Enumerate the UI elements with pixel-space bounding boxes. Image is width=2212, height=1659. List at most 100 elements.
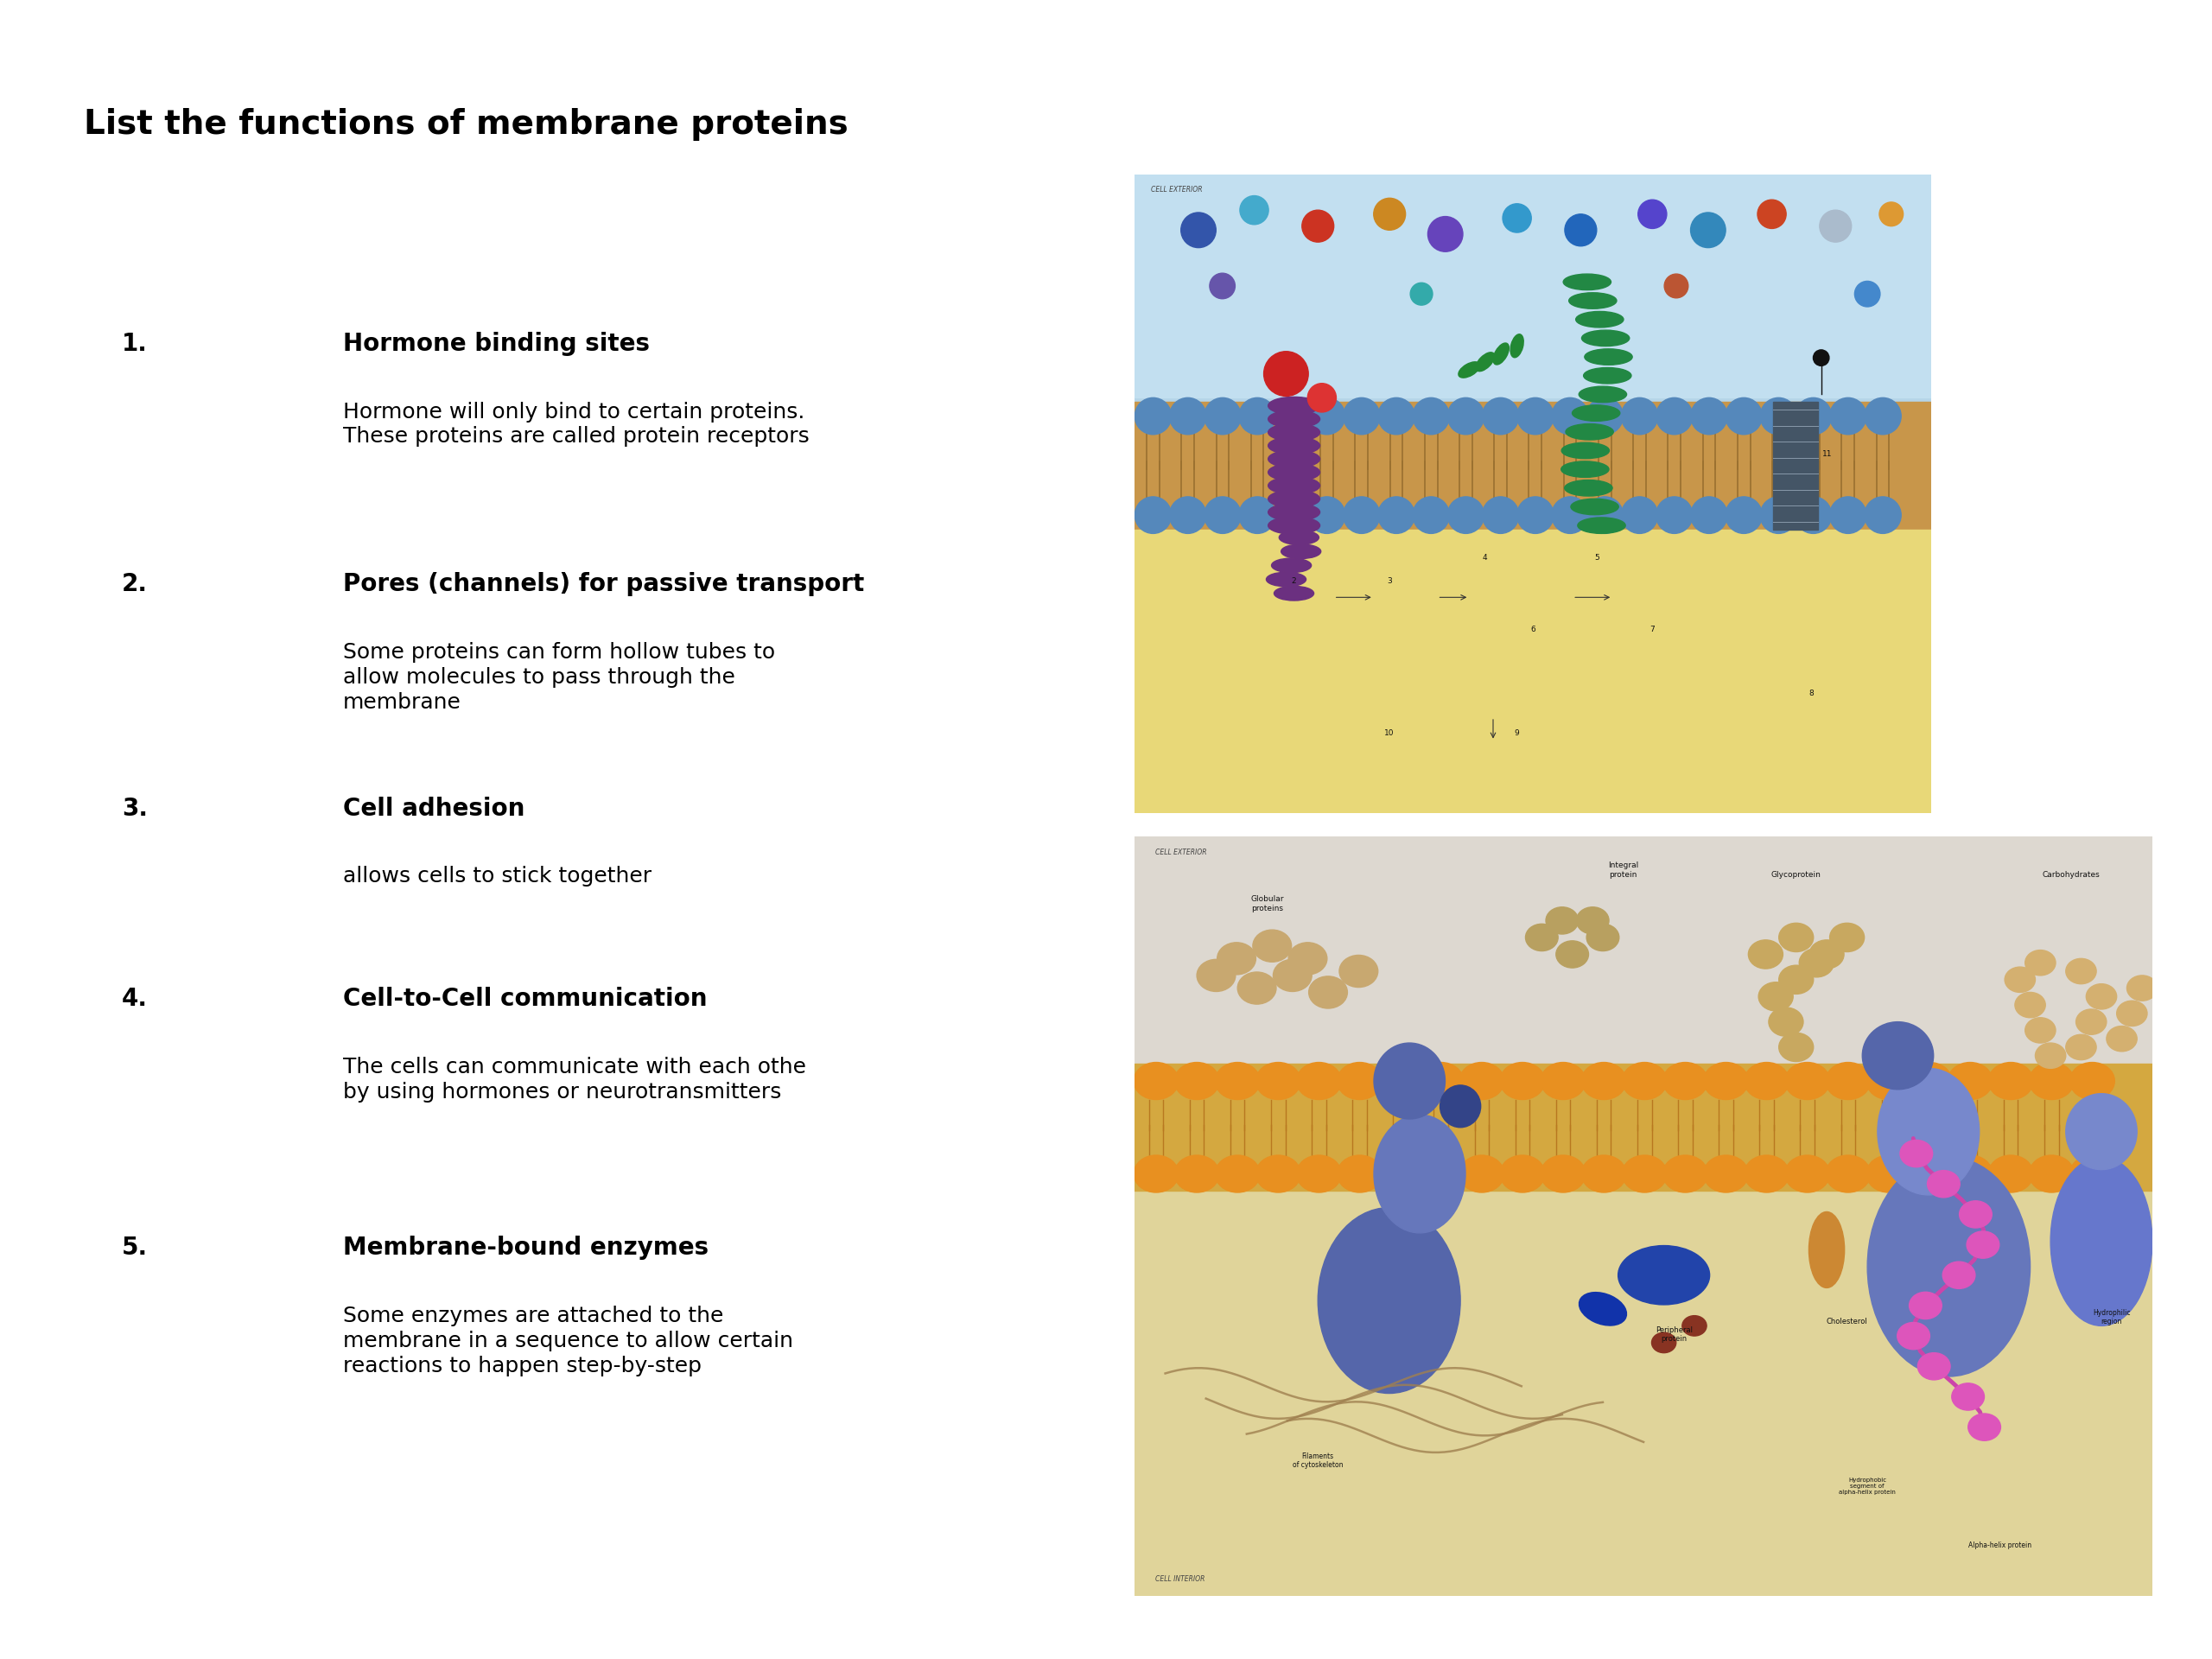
Text: 8: 8 <box>1809 688 1814 697</box>
Circle shape <box>1880 202 1902 226</box>
Circle shape <box>1343 398 1380 435</box>
Circle shape <box>1907 1062 1951 1100</box>
Ellipse shape <box>1267 423 1321 441</box>
Ellipse shape <box>1511 333 1524 358</box>
Circle shape <box>1794 398 1832 435</box>
Circle shape <box>1418 1155 1464 1193</box>
Circle shape <box>1652 1332 1677 1352</box>
Text: 6: 6 <box>1531 625 1535 634</box>
Ellipse shape <box>1575 312 1624 327</box>
Circle shape <box>1411 282 1433 305</box>
Circle shape <box>1517 398 1553 435</box>
Circle shape <box>1586 924 1619 951</box>
Ellipse shape <box>1568 292 1617 309</box>
Circle shape <box>1203 398 1241 435</box>
Circle shape <box>1825 1062 1871 1100</box>
Text: Peripheral
protein: Peripheral protein <box>1655 1326 1692 1342</box>
Ellipse shape <box>2051 1156 2152 1326</box>
Circle shape <box>1785 1062 1829 1100</box>
Bar <box>1135 174 1931 398</box>
Circle shape <box>1460 1155 1504 1193</box>
Circle shape <box>1725 496 1763 534</box>
Bar <box>1135 529 1931 813</box>
Circle shape <box>1256 1155 1301 1193</box>
Circle shape <box>1621 1155 1668 1193</box>
Circle shape <box>1725 398 1763 435</box>
Circle shape <box>1482 398 1520 435</box>
Circle shape <box>1663 274 1688 299</box>
Text: 2.: 2. <box>122 572 148 597</box>
Circle shape <box>1657 398 1692 435</box>
Bar <box>1135 1107 2152 1596</box>
Circle shape <box>1338 956 1378 987</box>
Circle shape <box>1170 398 1206 435</box>
Ellipse shape <box>1863 1022 1933 1090</box>
Circle shape <box>1175 1155 1219 1193</box>
Circle shape <box>2070 1155 2115 1193</box>
Circle shape <box>1951 1384 1984 1410</box>
Ellipse shape <box>1584 368 1630 383</box>
Text: 5.: 5. <box>122 1236 148 1261</box>
Circle shape <box>1378 496 1416 534</box>
Circle shape <box>1918 1352 1951 1380</box>
Circle shape <box>1854 280 1880 307</box>
Circle shape <box>1239 398 1276 435</box>
Circle shape <box>1663 1155 1708 1193</box>
Text: CELL EXTERIOR: CELL EXTERIOR <box>1150 186 1201 194</box>
Ellipse shape <box>1475 352 1495 372</box>
Text: Some proteins can form hollow tubes to
allow molecules to pass through the
membr: Some proteins can form hollow tubes to a… <box>343 642 774 712</box>
Circle shape <box>1217 942 1256 974</box>
Ellipse shape <box>1577 518 1626 534</box>
Circle shape <box>1663 1062 1708 1100</box>
Ellipse shape <box>1267 397 1321 415</box>
Circle shape <box>1214 1155 1261 1193</box>
Circle shape <box>1287 942 1327 974</box>
Ellipse shape <box>1440 1085 1480 1128</box>
Circle shape <box>1681 1316 1708 1335</box>
Circle shape <box>1907 1155 1951 1193</box>
Ellipse shape <box>1579 387 1626 403</box>
Circle shape <box>1170 496 1206 534</box>
Ellipse shape <box>1809 1211 1845 1287</box>
Circle shape <box>1500 1155 1544 1193</box>
Circle shape <box>1759 199 1785 229</box>
Circle shape <box>1555 941 1588 967</box>
Circle shape <box>1135 1155 1179 1193</box>
Circle shape <box>1761 398 1796 435</box>
Circle shape <box>1900 1140 1933 1166</box>
Circle shape <box>1256 1062 1301 1100</box>
Circle shape <box>1418 1062 1464 1100</box>
Text: 4: 4 <box>1482 554 1486 561</box>
Circle shape <box>1296 1062 1340 1100</box>
Text: Integral
protein: Integral protein <box>1608 861 1639 878</box>
Circle shape <box>1586 398 1624 435</box>
Text: Some enzymes are attached to the
membrane in a sequence to allow certain
reactio: Some enzymes are attached to the membran… <box>343 1306 794 1375</box>
Circle shape <box>1338 1155 1382 1193</box>
Text: Membrane-bound enzymes: Membrane-bound enzymes <box>343 1236 708 1261</box>
Circle shape <box>2066 1035 2097 1060</box>
Circle shape <box>1413 496 1449 534</box>
Ellipse shape <box>1867 1156 2031 1377</box>
Circle shape <box>1500 1062 1544 1100</box>
Circle shape <box>1798 949 1834 977</box>
Bar <box>1135 174 1931 453</box>
Circle shape <box>1237 972 1276 1004</box>
Circle shape <box>1657 496 1692 534</box>
Text: List the functions of membrane proteins: List the functions of membrane proteins <box>84 108 849 141</box>
Ellipse shape <box>1582 330 1630 347</box>
Circle shape <box>1310 398 1345 435</box>
Circle shape <box>2026 1017 2055 1044</box>
Ellipse shape <box>1374 1115 1467 1233</box>
Circle shape <box>1639 199 1666 229</box>
Ellipse shape <box>1564 274 1610 290</box>
Circle shape <box>2117 1000 2148 1025</box>
Ellipse shape <box>1267 516 1321 534</box>
Ellipse shape <box>1562 461 1608 478</box>
Circle shape <box>1867 1155 1911 1193</box>
Ellipse shape <box>1573 405 1619 421</box>
Circle shape <box>1263 352 1307 397</box>
Ellipse shape <box>1493 343 1509 365</box>
Ellipse shape <box>1318 1208 1460 1394</box>
Circle shape <box>1447 398 1484 435</box>
Circle shape <box>1785 1155 1829 1193</box>
